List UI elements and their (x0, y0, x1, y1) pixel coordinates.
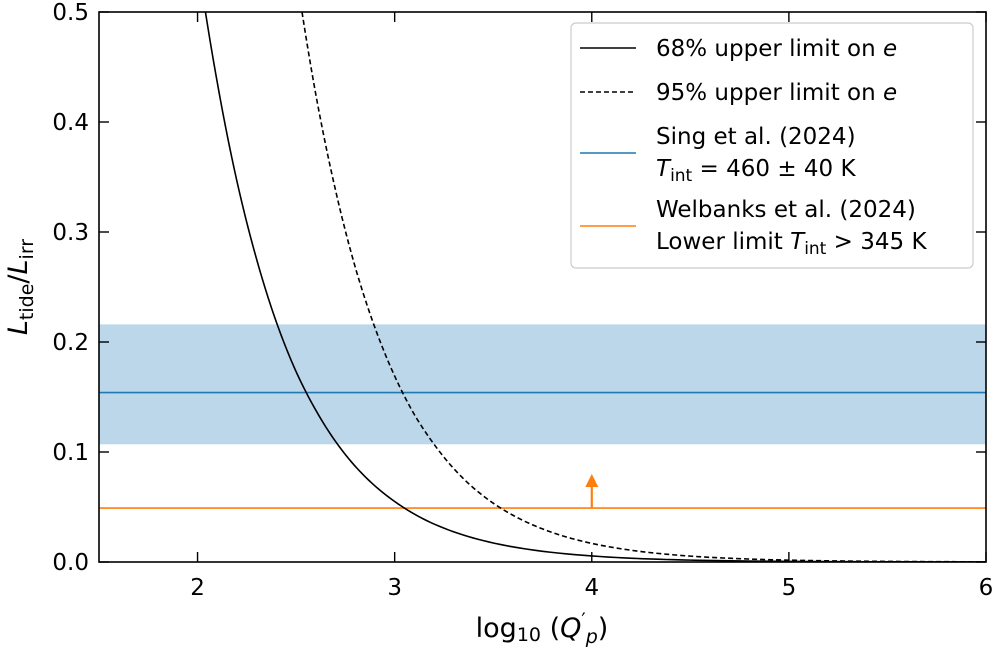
y-tick-label: 0.4 (52, 110, 89, 136)
legend-label-welbanks: Welbanks et al. (2024) (656, 197, 916, 223)
x-tick-label: 6 (979, 575, 993, 601)
legend: 68% upper limit on e 95% upper limit on … (570, 22, 974, 269)
legend-box (570, 22, 974, 269)
x-axis-label: log10 (Q′p) (476, 609, 609, 648)
legend-label-sing: Sing et al. (2024) (656, 124, 856, 150)
x-tick-label: 3 (387, 575, 402, 601)
legend-label-95: 95% upper limit on e (656, 80, 897, 106)
legend-label-68: 68% upper limit on e (656, 36, 897, 62)
legend-label-sing-2: Tint = 460 ± 40 K (656, 156, 856, 186)
plot-area (99, 12, 986, 562)
x-tick-label: 4 (584, 575, 599, 601)
x-tick-label: 2 (190, 575, 205, 601)
series-line-0 (204, 12, 986, 562)
y-axis-label: Ltide/Lirr (3, 239, 38, 335)
legend-label-welbanks-2: Lower limit Tint > 345 K (656, 229, 927, 259)
plot-frame (98, 11, 987, 563)
y-tick-label: 0.5 (52, 0, 89, 26)
y-tick-label: 0.3 (52, 220, 89, 246)
band-fill-0 (99, 324, 986, 445)
lower-limit-arrow-head (585, 474, 599, 487)
y-tick-label: 0.1 (52, 440, 89, 466)
y-tick-label: 0.0 (52, 550, 89, 576)
x-tick-label: 5 (782, 575, 797, 601)
series-line-1 (301, 12, 986, 562)
y-tick-label: 0.2 (52, 330, 89, 356)
